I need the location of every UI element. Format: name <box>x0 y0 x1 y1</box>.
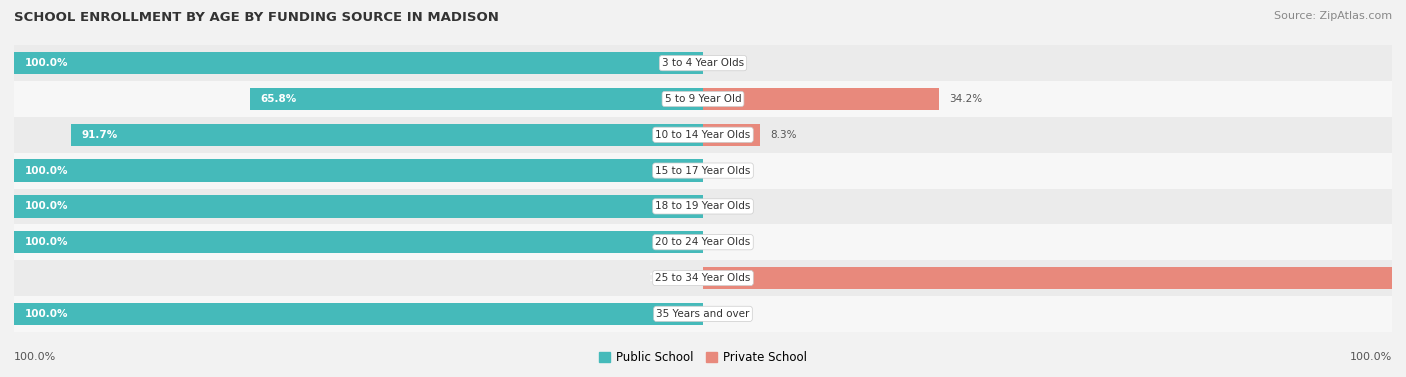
Text: 100.0%: 100.0% <box>650 273 693 283</box>
Text: 100.0%: 100.0% <box>24 237 67 247</box>
Bar <box>14 117 1392 153</box>
Bar <box>250 88 703 110</box>
Bar <box>14 81 1392 117</box>
Bar <box>14 296 1392 332</box>
Text: 15 to 17 Year Olds: 15 to 17 Year Olds <box>655 166 751 176</box>
Text: 100.0%: 100.0% <box>24 201 67 211</box>
Bar <box>14 303 703 325</box>
Text: 0.0%: 0.0% <box>717 201 742 211</box>
Text: 5 to 9 Year Old: 5 to 9 Year Old <box>665 94 741 104</box>
Text: 91.7%: 91.7% <box>82 130 118 140</box>
Text: 18 to 19 Year Olds: 18 to 19 Year Olds <box>655 201 751 211</box>
Bar <box>14 195 703 218</box>
Text: 20 to 24 Year Olds: 20 to 24 Year Olds <box>655 237 751 247</box>
Bar <box>14 52 703 74</box>
Text: 0.0%: 0.0% <box>717 309 742 319</box>
Text: 10 to 14 Year Olds: 10 to 14 Year Olds <box>655 130 751 140</box>
Bar <box>14 159 703 182</box>
Bar <box>14 231 703 253</box>
Text: 65.8%: 65.8% <box>260 94 297 104</box>
Text: 100.0%: 100.0% <box>24 309 67 319</box>
Bar <box>14 153 1392 188</box>
Text: 0.0%: 0.0% <box>717 237 742 247</box>
Text: Source: ZipAtlas.com: Source: ZipAtlas.com <box>1274 11 1392 21</box>
Legend: Public School, Private School: Public School, Private School <box>593 346 813 369</box>
Text: 0.0%: 0.0% <box>717 166 742 176</box>
Text: 8.3%: 8.3% <box>770 130 797 140</box>
Bar <box>14 188 1392 224</box>
Text: 0.0%: 0.0% <box>664 273 689 283</box>
Bar <box>703 124 761 146</box>
Text: 100.0%: 100.0% <box>1350 352 1392 362</box>
Text: 100.0%: 100.0% <box>14 352 56 362</box>
Bar <box>14 224 1392 260</box>
Bar <box>72 124 703 146</box>
Bar <box>703 267 1392 289</box>
Text: 34.2%: 34.2% <box>949 94 981 104</box>
Text: 25 to 34 Year Olds: 25 to 34 Year Olds <box>655 273 751 283</box>
Text: 0.0%: 0.0% <box>717 58 742 68</box>
Bar <box>14 260 1392 296</box>
Text: SCHOOL ENROLLMENT BY AGE BY FUNDING SOURCE IN MADISON: SCHOOL ENROLLMENT BY AGE BY FUNDING SOUR… <box>14 11 499 24</box>
Text: 35 Years and over: 35 Years and over <box>657 309 749 319</box>
Bar <box>703 88 939 110</box>
Text: 100.0%: 100.0% <box>24 58 67 68</box>
Text: 100.0%: 100.0% <box>24 166 67 176</box>
Bar <box>14 45 1392 81</box>
Text: 3 to 4 Year Olds: 3 to 4 Year Olds <box>662 58 744 68</box>
